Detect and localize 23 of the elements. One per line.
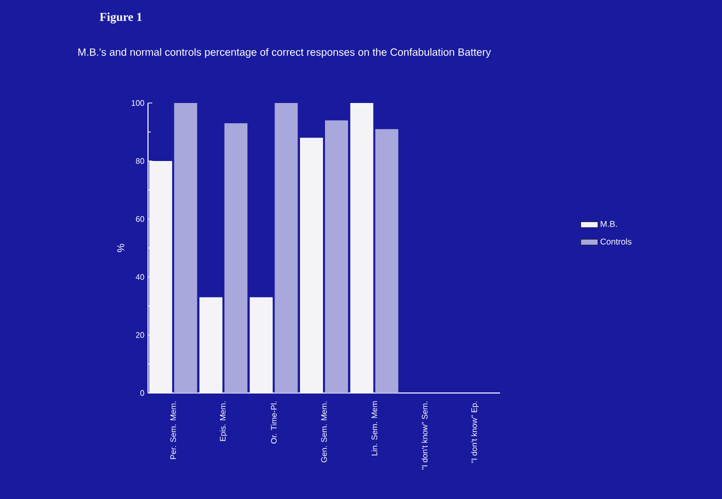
y-tick-label: 40 [136, 274, 144, 280]
x-tick-label: Lin. Sem. Mem [371, 401, 378, 456]
x-tick-label: Epis. Mem. [220, 402, 228, 441]
bar [375, 129, 398, 393]
y-tick-label: 60 [136, 216, 144, 222]
y-tick-label: 80 [136, 158, 144, 164]
x-tick-label: "I don't know" Ep. [471, 402, 479, 463]
x-tick-label: Or. Time-Pl. [270, 402, 277, 444]
bar [274, 103, 298, 393]
bar [325, 120, 348, 393]
x-tick-label: "I don't know" Sem. [422, 402, 428, 470]
y-tick-label: 100 [132, 100, 144, 106]
legend-label: M.B. [600, 220, 617, 227]
y-tick-label: 20 [136, 332, 144, 338]
bar [174, 103, 198, 393]
bar [224, 123, 248, 393]
chart-subtitle: M.B.'s and normal controls percentage of correct responses on the Confabulation Battery [78, 48, 491, 58]
y-axis-title: % [117, 244, 124, 252]
chart-title: Figure 1 [100, 12, 142, 24]
legend-label: Controls [600, 238, 632, 245]
y-tick-label: 0 [140, 390, 144, 396]
x-tick-label: Gen. Sem. Mem. [321, 402, 327, 462]
x-tick-label: Per. Sem. Mem. [170, 402, 176, 459]
